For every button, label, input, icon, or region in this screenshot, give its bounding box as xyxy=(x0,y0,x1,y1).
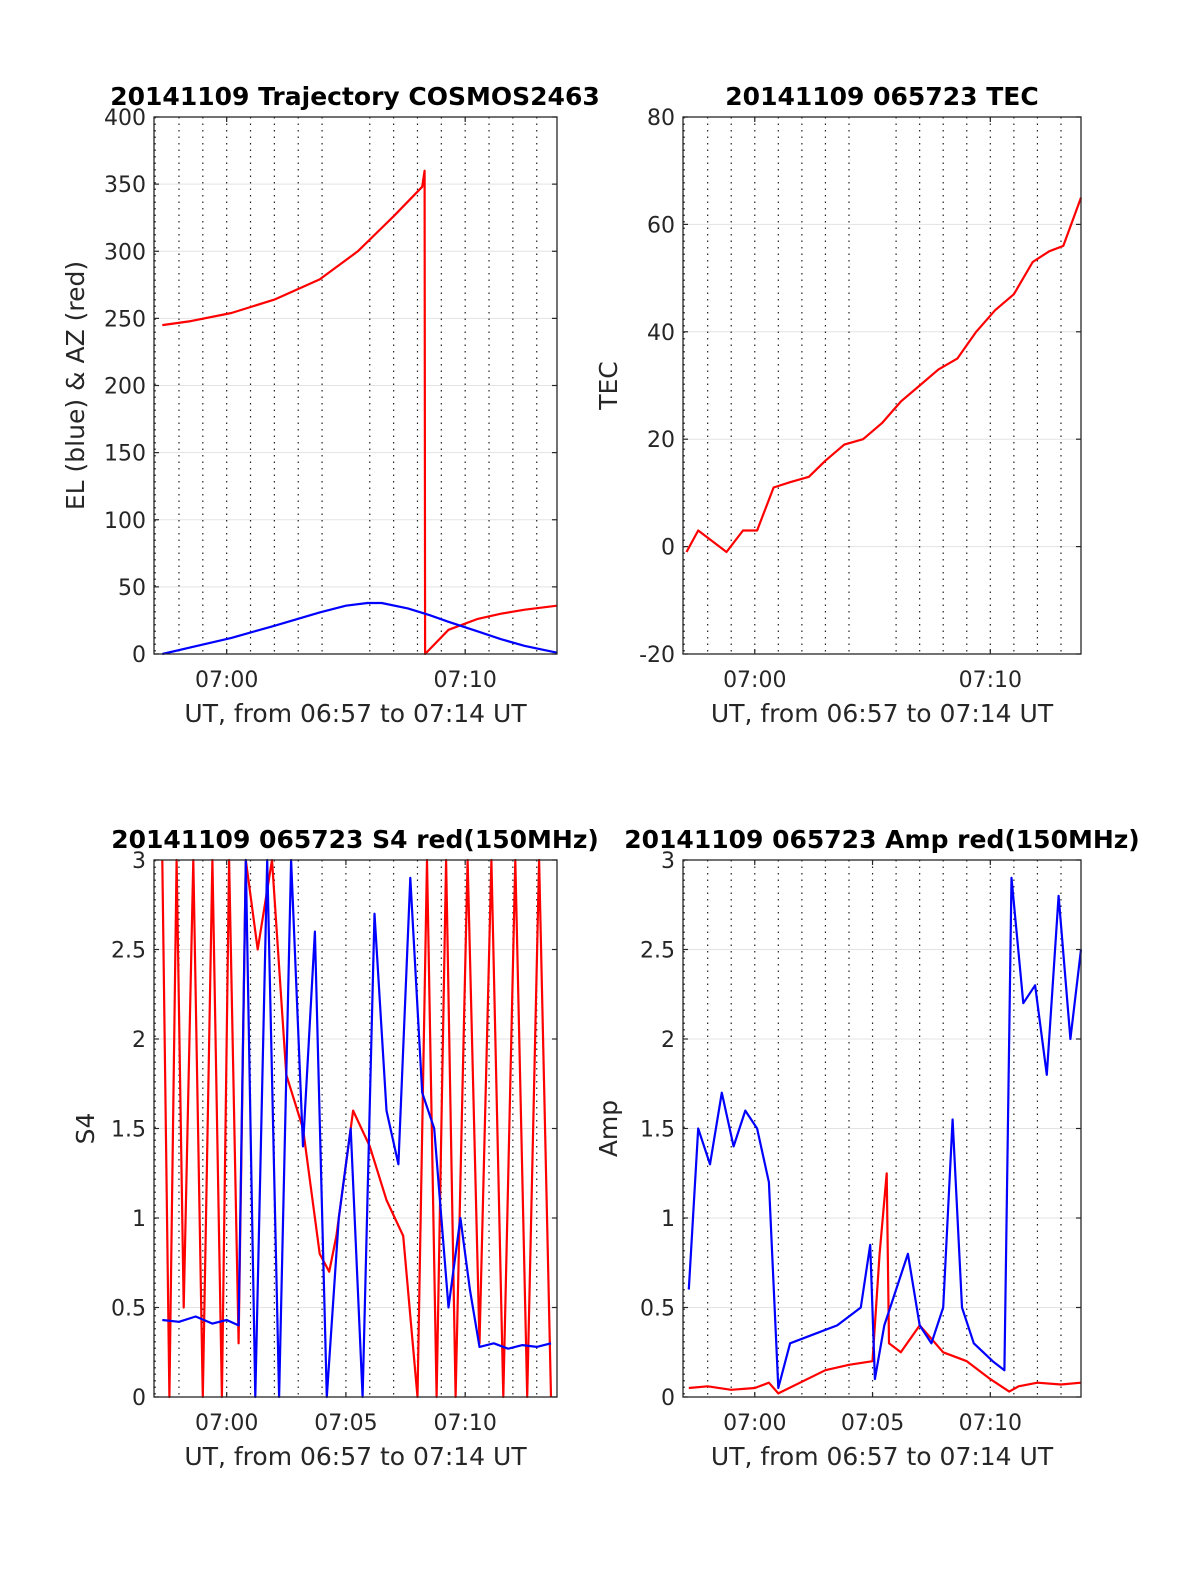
y-tick-label: 0 xyxy=(132,643,146,668)
x-tick-label: 07:05 xyxy=(314,1411,377,1436)
x-tick-label: 07:00 xyxy=(195,668,258,693)
y-tick-label: 0.5 xyxy=(111,1297,146,1322)
x-axis-label: UT, from 06:57 to 07:14 UT xyxy=(184,699,527,728)
y-tick-label: 0 xyxy=(132,1386,146,1411)
y-axis-label: S4 xyxy=(71,1113,100,1145)
x-axis-label: UT, from 06:57 to 07:14 UT xyxy=(711,1442,1054,1471)
axes-frame xyxy=(682,116,1082,655)
y-tick-label: 1 xyxy=(661,1207,675,1232)
y-tick-label: 20 xyxy=(647,428,675,453)
series-line-red xyxy=(685,197,1083,554)
y-tick-label: 80 xyxy=(647,106,675,131)
y-tick-label: 0.5 xyxy=(640,1297,675,1322)
y-tick-label: 60 xyxy=(647,213,675,238)
y-tick-label: 1.5 xyxy=(111,1118,146,1143)
tec-panel: -20 0 20 40 60 80 07:00 07:10 20141109 065723 TE… xyxy=(594,82,1083,728)
y-tick-label: 200 xyxy=(104,375,146,400)
y-tick-label: 3 xyxy=(661,849,675,874)
chart-title: 20141109 065723 Amp red(150MHz) xyxy=(624,825,1140,854)
x-tick-label: 07:00 xyxy=(195,1411,258,1436)
series-line-blue xyxy=(162,858,552,1399)
y-tick-label: -20 xyxy=(639,643,675,668)
x-axis-label: UT, from 06:57 to 07:14 UT xyxy=(711,699,1054,728)
y-tick-label: 2.5 xyxy=(111,939,146,964)
y-tick-label: 400 xyxy=(104,106,146,131)
y-tick-label: 1.5 xyxy=(640,1118,675,1143)
series-line-blue xyxy=(687,876,1083,1390)
y-tick-label: 50 xyxy=(118,576,146,601)
s4-panel: 0 0.5 1 1.5 2 2.5 3 07:00 07:05 07:10 20141109 065… xyxy=(71,825,599,1471)
trajectory-panel: 0 50 100 150 200 250 300 350 400 07:00 07:10 201411… xyxy=(61,82,600,728)
y-tick-label: 250 xyxy=(104,307,146,332)
y-tick-label: 0 xyxy=(661,536,675,561)
series-line-red xyxy=(161,858,553,1399)
x-tick-label: 07:10 xyxy=(959,1411,1022,1436)
plot-area xyxy=(683,117,1081,654)
y-tick-label: 2 xyxy=(661,1028,675,1053)
y-axis-label: Amp xyxy=(594,1100,623,1157)
y-tick-label: 2.5 xyxy=(640,939,675,964)
y-tick-label: 1 xyxy=(132,1207,146,1232)
chart-title: 20141109 065723 TEC xyxy=(725,82,1038,111)
y-tick-label: 0 xyxy=(661,1386,675,1411)
y-tick-label: 100 xyxy=(104,509,146,534)
x-tick-label: 07:10 xyxy=(433,668,496,693)
chart-title: 20141109 065723 S4 red(150MHz) xyxy=(111,825,599,854)
y-tick-label: 350 xyxy=(104,173,146,198)
series-line-red xyxy=(688,1172,1082,1395)
y-tick-label: 300 xyxy=(104,240,146,265)
y-tick-label: 2 xyxy=(132,1028,146,1053)
x-axis-label: UT, from 06:57 to 07:14 UT xyxy=(184,1442,527,1471)
y-axis-label: TEC xyxy=(594,361,623,411)
x-tick-label: 07:05 xyxy=(841,1411,904,1436)
y-axis-label: EL (blue) & AZ (red) xyxy=(61,261,90,510)
chart-title: 20141109 Trajectory COSMOS2463 xyxy=(110,82,600,111)
series-line-el xyxy=(162,601,558,656)
x-tick-label: 07:00 xyxy=(723,668,786,693)
x-tick-label: 07:00 xyxy=(723,1411,786,1436)
amp-panel: 0 0.5 1 1.5 2 2.5 3 07:00 07:05 07:10 20141109 065… xyxy=(594,825,1140,1471)
y-tick-label: 3 xyxy=(132,849,146,874)
y-tick-label: 40 xyxy=(647,321,675,346)
x-tick-label: 07:10 xyxy=(959,668,1022,693)
series-line-az xyxy=(162,169,558,656)
y-tick-label: 150 xyxy=(104,442,146,467)
x-tick-label: 07:10 xyxy=(433,1411,496,1436)
